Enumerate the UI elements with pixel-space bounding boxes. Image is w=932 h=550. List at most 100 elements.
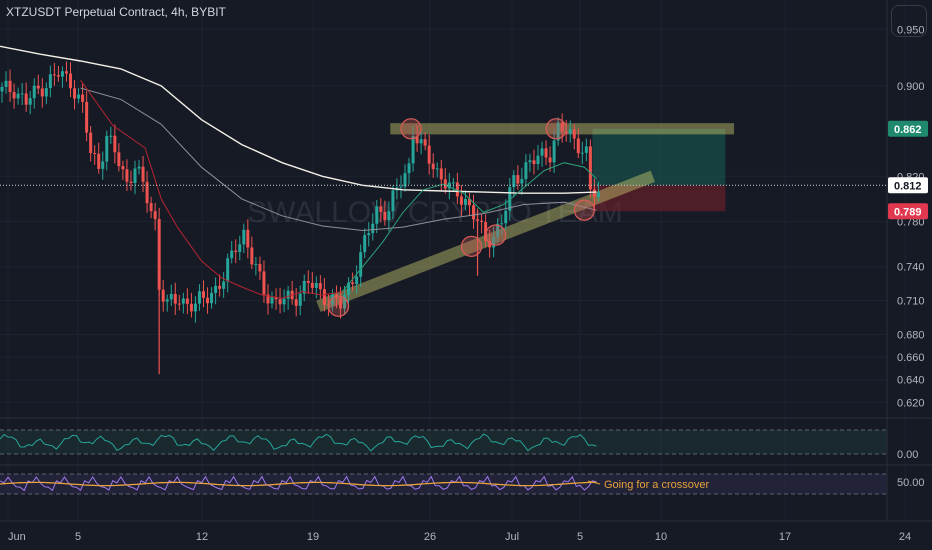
moving-average-line [80, 79, 343, 299]
price-tick-label: 0.710 [897, 296, 925, 308]
candle-body [520, 178, 524, 184]
price-tick-label: 0.680 [897, 330, 925, 342]
candle-body [0, 86, 4, 92]
candle-body [266, 294, 270, 304]
candle-body [407, 163, 411, 174]
candle-body [101, 161, 105, 169]
candle-body [415, 136, 419, 144]
candle-body [540, 148, 544, 156]
candle-body [431, 163, 435, 170]
candle-body [60, 71, 64, 77]
price-tick-label: 0.660 [897, 352, 925, 364]
candle-body [411, 136, 415, 164]
candle-body [443, 179, 447, 189]
candle-body [524, 162, 528, 179]
price-badge [888, 203, 928, 220]
candle-body [363, 235, 367, 253]
candle-body [197, 291, 201, 304]
candle-body [347, 282, 351, 295]
time-axis-label: 10 [655, 531, 667, 543]
candle-body [89, 132, 93, 154]
candle-body [121, 166, 125, 170]
time-axis-label: 17 [779, 531, 791, 543]
candle-body [210, 292, 214, 304]
candle-body [564, 131, 568, 134]
candle-body [133, 168, 137, 184]
candle-body [351, 282, 355, 285]
candle-body [467, 198, 471, 206]
candle-body [173, 293, 177, 304]
candle-body [278, 299, 282, 305]
candle-body [32, 85, 36, 99]
candle-body [48, 74, 52, 89]
candle-body [548, 157, 552, 163]
candle-body [274, 297, 278, 300]
candle-body [472, 205, 476, 220]
stop-zone [592, 185, 726, 212]
highlight-circle [573, 199, 595, 221]
candle-body [73, 88, 77, 99]
price-tick-label: 0.780 [897, 216, 925, 228]
candle-body [145, 181, 149, 204]
candle-body [544, 148, 548, 158]
candle-body [330, 294, 334, 305]
price-badge-label: 0.789 [894, 206, 922, 218]
candle-body [314, 283, 318, 288]
candle-body [310, 282, 314, 288]
candle-body [137, 166, 141, 169]
candle-body [451, 182, 455, 184]
rsi-line [0, 433, 597, 452]
candle-body [214, 285, 218, 293]
candle-body [455, 182, 459, 197]
candle-body [105, 135, 109, 162]
watermark: SWALLOW CRYPTO TEAM [247, 196, 623, 229]
candle-body [383, 211, 387, 221]
candle-body [286, 290, 290, 299]
candle-body [238, 244, 242, 253]
candle-body [322, 289, 326, 305]
candle-body [355, 276, 359, 285]
crossover-annotation: Going for a crossover [604, 479, 709, 491]
chart-settings-button[interactable] [891, 5, 927, 37]
candle-body [177, 303, 181, 305]
candle-body [343, 294, 347, 309]
candle-body [270, 297, 274, 304]
candle-body [234, 250, 238, 253]
candle-body [375, 206, 379, 224]
time-axis-label: Jun [8, 531, 26, 543]
candle-body [480, 220, 484, 223]
candle-body [379, 206, 383, 212]
candle-body [447, 182, 451, 189]
candle-body [153, 211, 157, 220]
candle-body [302, 280, 306, 294]
highlight-circle [485, 224, 507, 246]
time-axis-label: 26 [424, 531, 436, 543]
time-axis-label: 5 [75, 531, 81, 543]
candle-body [218, 285, 222, 289]
candle-body [399, 186, 403, 188]
candle-body [125, 169, 129, 182]
annotation-arrow [587, 480, 601, 485]
candle-body [584, 146, 588, 153]
candle-body [242, 229, 246, 245]
candle-body [36, 85, 40, 89]
time-axis-label: 12 [196, 531, 208, 543]
price-badge-label: 0.812 [894, 180, 922, 192]
price-badge [888, 177, 928, 194]
time-axis-label: 5 [577, 531, 583, 543]
candle-body [496, 223, 500, 237]
stoch-axis-label: 50.00 [897, 477, 925, 489]
candle-body [318, 283, 322, 290]
candle-body [580, 152, 584, 154]
candle-body [339, 298, 343, 309]
candle-body [169, 293, 173, 300]
candle-body [113, 135, 117, 153]
candle-body [193, 303, 197, 312]
candle-body [419, 139, 423, 144]
candle-body [306, 280, 310, 283]
highlight-circle [460, 235, 483, 257]
price-tick-label: 0.900 [897, 81, 925, 93]
candle-body [185, 298, 189, 304]
